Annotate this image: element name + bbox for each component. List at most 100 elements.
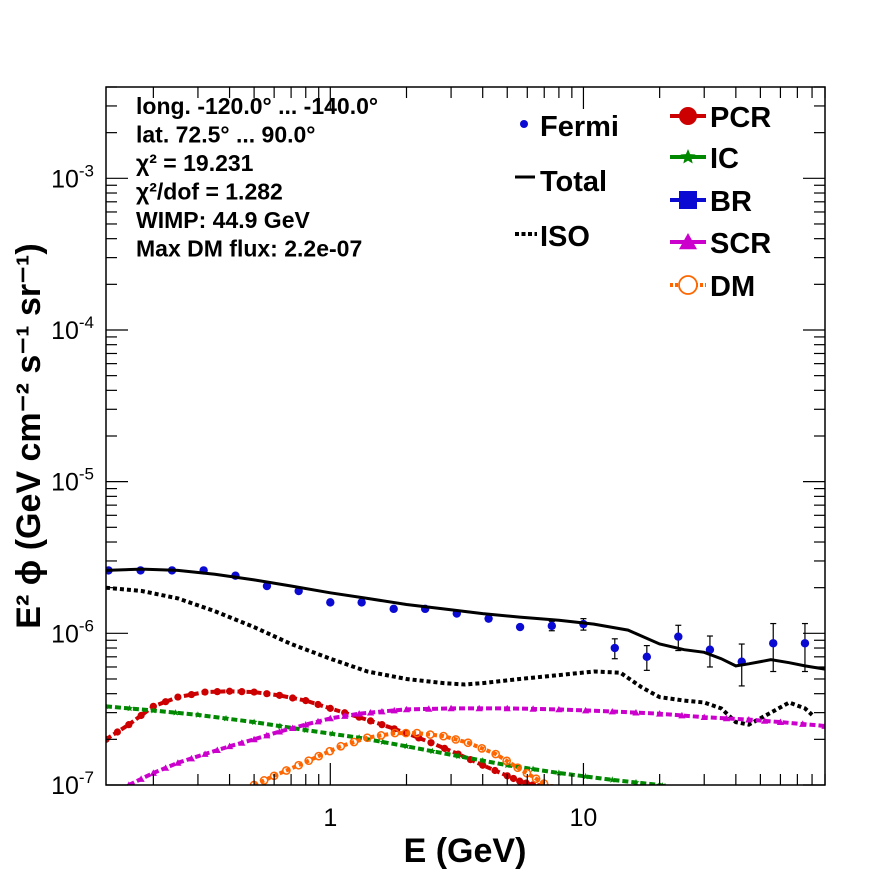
- pcr-marker: [491, 766, 499, 775]
- x-tick-label: 10: [570, 804, 598, 832]
- pcr-marker: [125, 721, 133, 729]
- scr-marker: [201, 750, 209, 757]
- pcr-marker: [289, 694, 297, 702]
- dm-marker: [336, 741, 346, 751]
- ic-marker: [582, 772, 589, 780]
- dm-marker: [282, 766, 291, 775]
- y-tick-label: 10-7: [51, 768, 94, 800]
- fermi-point: [705, 645, 715, 654]
- x-axis-title: E (GeV): [404, 832, 527, 870]
- scr-marker: [581, 706, 590, 714]
- scr-marker: [187, 754, 196, 762]
- ic-marker: [250, 718, 258, 725]
- pcr-marker: [174, 693, 182, 701]
- scr-marker: [776, 718, 785, 725]
- ic-marker: [194, 711, 202, 718]
- ic-marker: [479, 757, 487, 764]
- iso-line: [106, 585, 814, 727]
- scr-marker: [289, 724, 297, 731]
- ic-marker: [428, 747, 436, 755]
- scr-marker: [529, 705, 537, 712]
- dm-marker: [502, 756, 512, 766]
- scr-marker: [250, 735, 258, 743]
- scr-marker: [378, 707, 386, 715]
- legend-total-label: Total: [540, 166, 607, 198]
- fermi-point: [547, 621, 557, 631]
- scr-marker: [632, 709, 640, 716]
- fermi-point: [357, 598, 366, 607]
- pcr-marker: [250, 688, 258, 696]
- fermi-point: [262, 581, 272, 591]
- pcr-marker: [366, 717, 375, 725]
- fermi-point: [484, 614, 493, 623]
- ic-marker: [329, 730, 336, 737]
- fit-info-box: long. -120.0° ... -140.0° lat. 72.5° ... …: [136, 93, 378, 262]
- legend: Fermi Total ISO PCR IC BR SCR DM: [515, 102, 771, 303]
- dm-marker: [314, 751, 324, 761]
- legend-dm-symbol: [678, 275, 698, 295]
- pcr-marker: [509, 774, 518, 783]
- y-tick-label: 10-6: [51, 616, 94, 648]
- legend-pcr-label: PCR: [710, 102, 771, 134]
- scr-marker: [355, 710, 363, 717]
- pcr-marker: [378, 721, 386, 729]
- scr-marker: [799, 720, 807, 727]
- pcr-marker: [187, 690, 196, 699]
- scr-marker: [366, 709, 375, 716]
- pcr-marker: [137, 711, 145, 720]
- ic-marker: [149, 706, 157, 714]
- legend-ic-label: IC: [710, 143, 739, 175]
- legend-fermi-symbol: [520, 120, 528, 128]
- legend-fermi-label: Fermi: [540, 111, 619, 143]
- ic-marker: [555, 769, 563, 776]
- legend-scr-symbol: [679, 233, 697, 250]
- scr-marker: [700, 713, 708, 721]
- pcr-marker: [213, 688, 221, 696]
- total-line: [106, 567, 825, 671]
- fermi-point: [674, 632, 683, 641]
- scr-marker: [821, 722, 825, 729]
- ic-marker: [302, 726, 310, 733]
- dm-marker: [401, 728, 411, 738]
- ic-marker: [172, 709, 180, 716]
- scr-marker: [314, 717, 322, 725]
- scr-marker: [225, 742, 234, 750]
- pcr-marker: [326, 704, 334, 712]
- legend-iso-label: ISO: [540, 221, 590, 253]
- dm-marker: [304, 756, 314, 766]
- scr-marker: [126, 781, 131, 785]
- pcr-marker: [516, 777, 524, 785]
- scr-marker: [302, 721, 310, 728]
- scr-marker: [475, 704, 483, 712]
- scr-marker: [425, 705, 433, 712]
- scr-marker: [341, 712, 349, 719]
- pcr-marker: [275, 691, 284, 699]
- fermi-point: [769, 639, 778, 648]
- scr-marker: [608, 707, 616, 715]
- scr-marker: [263, 731, 271, 739]
- pcr-marker: [201, 688, 209, 696]
- dm-marker: [491, 749, 501, 759]
- scr-marker: [656, 710, 664, 717]
- pcr-marker: [113, 728, 122, 736]
- fit-info-line: χ² = 19.231: [136, 150, 254, 176]
- y-axis-title: E² ϕ (GeV cm⁻² s⁻¹ sr⁻¹): [10, 243, 48, 628]
- dm-marker: [362, 733, 372, 743]
- scr-marker: [447, 704, 455, 712]
- scr-marker: [555, 705, 563, 713]
- scr-marker: [162, 764, 170, 771]
- fermi-point: [326, 598, 335, 607]
- scr-marker: [503, 704, 511, 712]
- y-tick-label: 10-5: [51, 465, 94, 497]
- scr-marker: [149, 769, 157, 776]
- scr-marker: [326, 714, 334, 722]
- pcr-marker: [441, 744, 449, 752]
- dm-marker: [390, 728, 400, 738]
- legend-br-label: BR: [710, 186, 752, 218]
- fermi-point: [800, 639, 810, 648]
- dm-marker: [451, 735, 461, 744]
- scr-marker: [761, 717, 769, 724]
- scr-marker: [402, 705, 411, 713]
- series-layer: [106, 566, 825, 785]
